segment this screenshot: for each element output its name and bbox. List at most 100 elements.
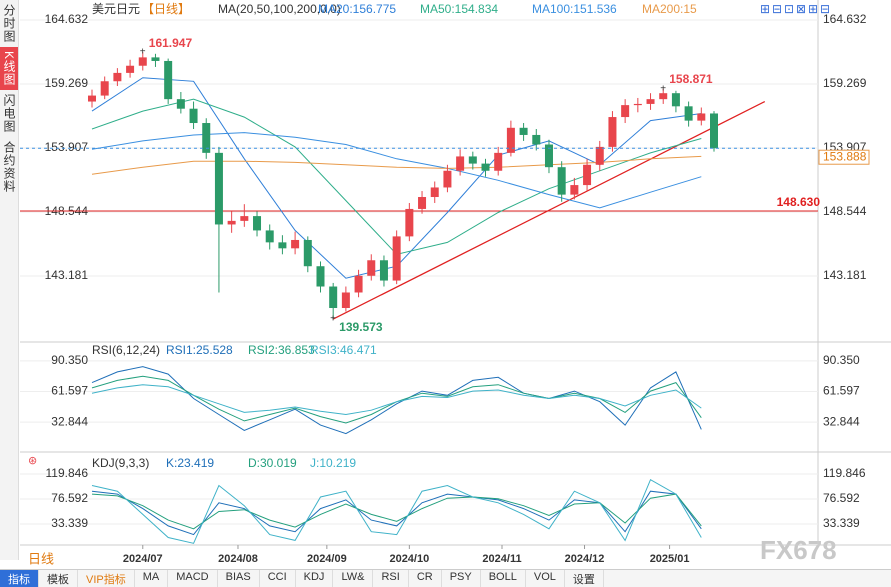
candle-body: [164, 60, 173, 100]
sidebar: 分时图 K线图闪电图合约资料: [0, 0, 19, 560]
candle-body: [126, 65, 135, 73]
tool-icon[interactable]: ⊠: [796, 2, 806, 16]
tool-icon[interactable]: ⊞: [808, 2, 818, 16]
toolbar-button[interactable]: BOLL: [481, 570, 526, 587]
toolbar-button[interactable]: CR: [409, 570, 442, 587]
sidebar-tab[interactable]: 分时图: [2, 4, 16, 43]
toolbar-button[interactable]: VOL: [526, 570, 565, 587]
candle-body: [430, 187, 439, 198]
y-tick-label: 164.632: [823, 12, 867, 26]
price-annotation: 158.871: [669, 72, 713, 86]
indicator-legend: RSI1:25.528: [166, 343, 233, 357]
x-tick-label: 2025/01: [650, 553, 690, 565]
toolbar-button[interactable]: 模板: [39, 570, 78, 587]
candle-body: [278, 242, 287, 249]
candle-body: [583, 164, 592, 186]
candle-body: [151, 57, 160, 61]
candle-body: [367, 260, 376, 276]
chart-title: 美元日元: [92, 2, 140, 16]
sidebar-tab[interactable]: K线图: [0, 47, 18, 91]
y-tick-label: 143.181: [823, 268, 867, 282]
candle-body: [329, 286, 338, 308]
x-tick-label: 2024/08: [218, 553, 258, 565]
toolbar-button[interactable]: MA: [135, 570, 169, 587]
candle-body: [113, 72, 122, 82]
candle-body: [214, 152, 223, 225]
indicator-legend: RSI2:36.853: [248, 343, 315, 357]
x-tick-label: 2024/07: [123, 553, 163, 565]
candle-body: [443, 170, 452, 188]
y-tick-label-left: 32.844: [51, 414, 88, 428]
ma-legend: MA(20,50,100,200,0,0): [218, 2, 341, 16]
period-label[interactable]: 日线: [28, 551, 54, 566]
candle-body: [671, 93, 680, 107]
candle-body: [646, 99, 655, 104]
tool-icon[interactable]: ⊡: [784, 2, 794, 16]
watermark: FX678: [760, 535, 837, 565]
candle-body: [88, 95, 96, 102]
y-tick-label-left: 119.846: [46, 466, 89, 480]
y-tick-label-left: 159.269: [45, 76, 89, 90]
candle-body: [379, 260, 388, 281]
y-tick-label-left: 153.907: [45, 140, 89, 154]
toolbar-button[interactable]: CCI: [260, 570, 296, 587]
y-tick-label-left: 61.597: [51, 384, 88, 398]
ma-legend: MA200:15: [642, 2, 697, 16]
sidebar-tab[interactable]: 合约资料: [2, 141, 16, 194]
toolbar-button[interactable]: BIAS: [218, 570, 260, 587]
x-tick-label: 2024/11: [482, 553, 521, 565]
y-tick-label: 61.597: [823, 384, 860, 398]
x-tick-label: 2024/10: [389, 553, 429, 565]
candle-body: [418, 197, 427, 209]
toolbar-button[interactable]: LW&: [333, 570, 374, 587]
y-tick-label: 33.339: [823, 516, 860, 530]
candle-body: [240, 216, 249, 221]
y-tick-label-left: 76.592: [51, 491, 88, 505]
candle-body: [608, 117, 617, 147]
candle-body: [595, 146, 604, 165]
ma-legend: MA100:151.536: [532, 2, 617, 16]
toolbar-button[interactable]: 指标: [0, 570, 39, 587]
indicator-legend: KDJ(9,3,3): [92, 456, 149, 470]
tool-icon[interactable]: ⊟: [820, 2, 830, 16]
tool-icon[interactable]: ⊞: [760, 2, 770, 16]
candle-body: [532, 134, 541, 145]
annotation-marker: +: [140, 47, 146, 58]
y-tick-label: 32.844: [823, 414, 860, 428]
indicator-legend: RSI(6,12,24): [92, 343, 160, 357]
y-tick-label: 148.544: [823, 204, 867, 218]
indicator-legend: RSI3:46.471: [310, 343, 377, 357]
indicator-line: [91, 490, 702, 536]
toolbar-button[interactable]: MACD: [168, 570, 218, 587]
y-tick-label-left: 33.339: [51, 516, 88, 530]
candle-body: [176, 99, 185, 109]
indicator-legend: J:10.219: [310, 456, 356, 470]
price-annotation: 161.947: [149, 36, 193, 50]
candle-body: [697, 113, 706, 121]
toolbar-button[interactable]: 设置: [565, 570, 604, 587]
candle-body: [519, 127, 528, 135]
toolbar-button[interactable]: VIP指标: [78, 570, 135, 587]
sidebar-tab[interactable]: 闪电图: [2, 94, 16, 134]
candle-body: [405, 208, 414, 237]
toolbar-button[interactable]: KDJ: [296, 570, 334, 587]
toolbar-button[interactable]: RSI: [373, 570, 409, 587]
candle-body: [710, 113, 718, 149]
settings-icon[interactable]: ⊛: [28, 455, 37, 467]
toolbar-button[interactable]: PSY: [442, 570, 481, 587]
y-tick-label-left: 143.181: [45, 268, 89, 282]
chart: 日线 FX678 ⊛ 143.181143.181148.544148.5441…: [20, 0, 891, 566]
ma-line: [91, 132, 702, 209]
last-price-label: 153.888: [823, 149, 867, 163]
candle-body: [392, 236, 401, 281]
toolbar: 指标 模板 VIP指标 MA MACD BIAS CCI KDJ LW& RSI CR PSY BOLL…: [0, 569, 891, 587]
tool-icon[interactable]: ⊟: [772, 2, 782, 16]
candle-body: [265, 230, 274, 243]
y-tick-label-left: 164.632: [45, 12, 89, 26]
y-tick-label: 76.592: [823, 491, 860, 505]
candle-body: [481, 163, 490, 171]
price-annotation: 139.573: [339, 320, 383, 334]
candle-body: [189, 108, 198, 124]
candle-body: [303, 239, 312, 267]
ma-legend: MA20:156.775: [318, 2, 396, 16]
